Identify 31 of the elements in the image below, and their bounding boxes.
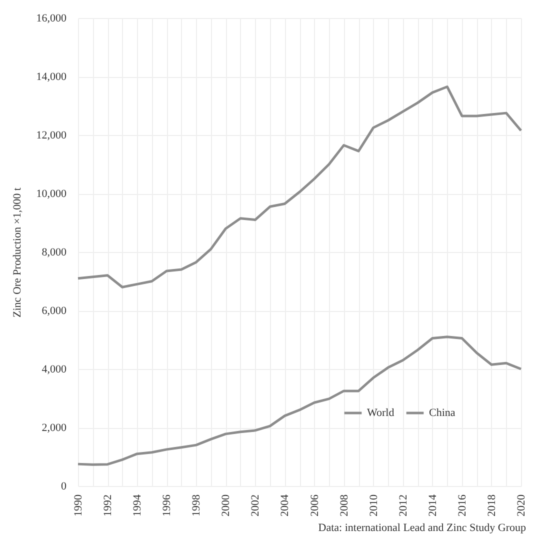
y-tick-label: 12,000 [36,130,67,142]
y-tick-label: 14,000 [36,71,67,83]
x-tick-label: 2000 [220,494,232,516]
x-tick-label: 2004 [279,494,292,516]
x-tick-label: 2018 [486,494,498,516]
legend-label: China [429,407,456,419]
x-tick-label: 1990 [72,494,84,516]
legend-label: World [367,407,395,419]
x-tick-label: 2008 [338,494,350,516]
y-axis-title: Zinc Ore Production ×1,000 t [11,188,24,318]
y-tick-label: 4,000 [42,364,67,376]
y-tick-label: 6,000 [42,305,67,317]
y-tick-label: 10,000 [36,188,67,200]
x-tick-label: 1994 [132,494,144,516]
x-tick-label: 1998 [190,494,203,516]
x-tick-label: 2020 [516,494,528,516]
line-series [76,336,522,466]
x-tick-label: 1992 [102,494,114,516]
y-tick-label: 2,000 [42,422,67,434]
y-tick-label: 0 [61,480,67,492]
x-tick-label: 2012 [397,494,410,516]
y-tick-label: 16,000 [36,12,67,24]
x-tick-label: 2002 [250,494,262,516]
x-tick-label: 1996 [161,494,174,516]
x-tick-label: 2014 [426,494,439,516]
y-tick-label: 8,000 [42,246,67,258]
text: Data: international Lead and Zinc Study Group [318,522,526,534]
line-series [76,85,522,288]
x-tick-label: 2016 [456,494,468,516]
x-tick-label: 2006 [308,494,321,516]
x-tick-label: 2010 [368,494,380,516]
